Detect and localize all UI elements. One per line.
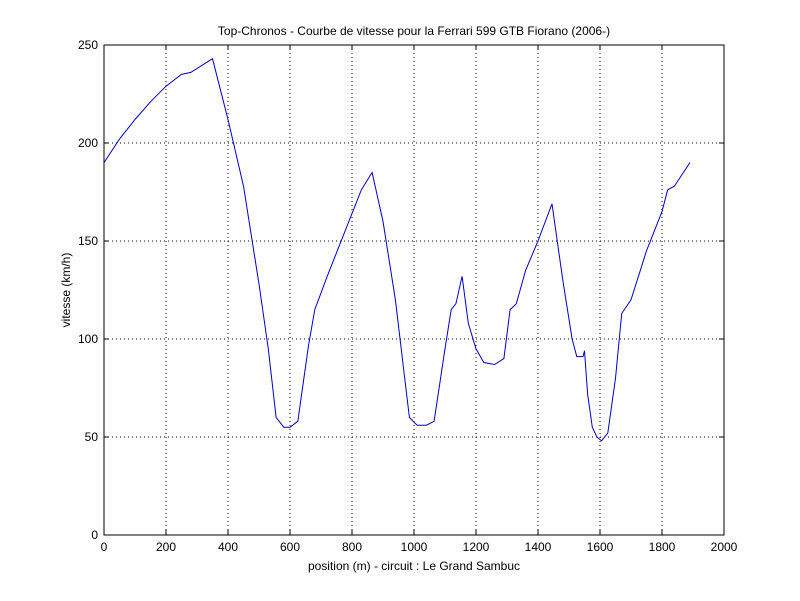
x-tick-label: 600 — [280, 540, 300, 554]
x-tick-label: 1000 — [401, 540, 428, 554]
y-tick-label: 250 — [78, 38, 98, 52]
x-tick-label: 1200 — [463, 540, 490, 554]
x-tick-label: 1800 — [649, 540, 676, 554]
x-tick-label: 400 — [218, 540, 238, 554]
y-axis-label: vitesse (km/h) — [59, 253, 73, 328]
x-tick-label: 800 — [342, 540, 362, 554]
speed-series-line — [103, 57, 691, 442]
y-tick-label: 0 — [91, 528, 98, 542]
y-tick-labels: 0 50 100 150 200 250 — [78, 38, 98, 542]
grid-lines — [104, 45, 724, 535]
x-tick-label: 1400 — [525, 540, 552, 554]
x-tick-label: 0 — [101, 540, 108, 554]
x-tick-label: 1600 — [587, 540, 614, 554]
axis-ticks — [103, 44, 725, 536]
y-tick-label: 150 — [78, 234, 98, 248]
x-tick-label: 200 — [156, 540, 176, 554]
x-tick-label: 2000 — [711, 540, 738, 554]
y-tick-label: 200 — [78, 136, 98, 150]
series-group — [103, 57, 691, 442]
y-tick-label: 50 — [85, 430, 99, 444]
y-tick-label: 100 — [78, 332, 98, 346]
x-axis-label: position (m) - circuit : Le Grand Sambuc — [308, 559, 520, 573]
chart-title: Top-Chronos - Courbe de vitesse pour la … — [218, 24, 610, 38]
x-tick-labels: 0 200 400 600 800 1000 1200 1400 1600 1800 2000 — [101, 540, 738, 554]
